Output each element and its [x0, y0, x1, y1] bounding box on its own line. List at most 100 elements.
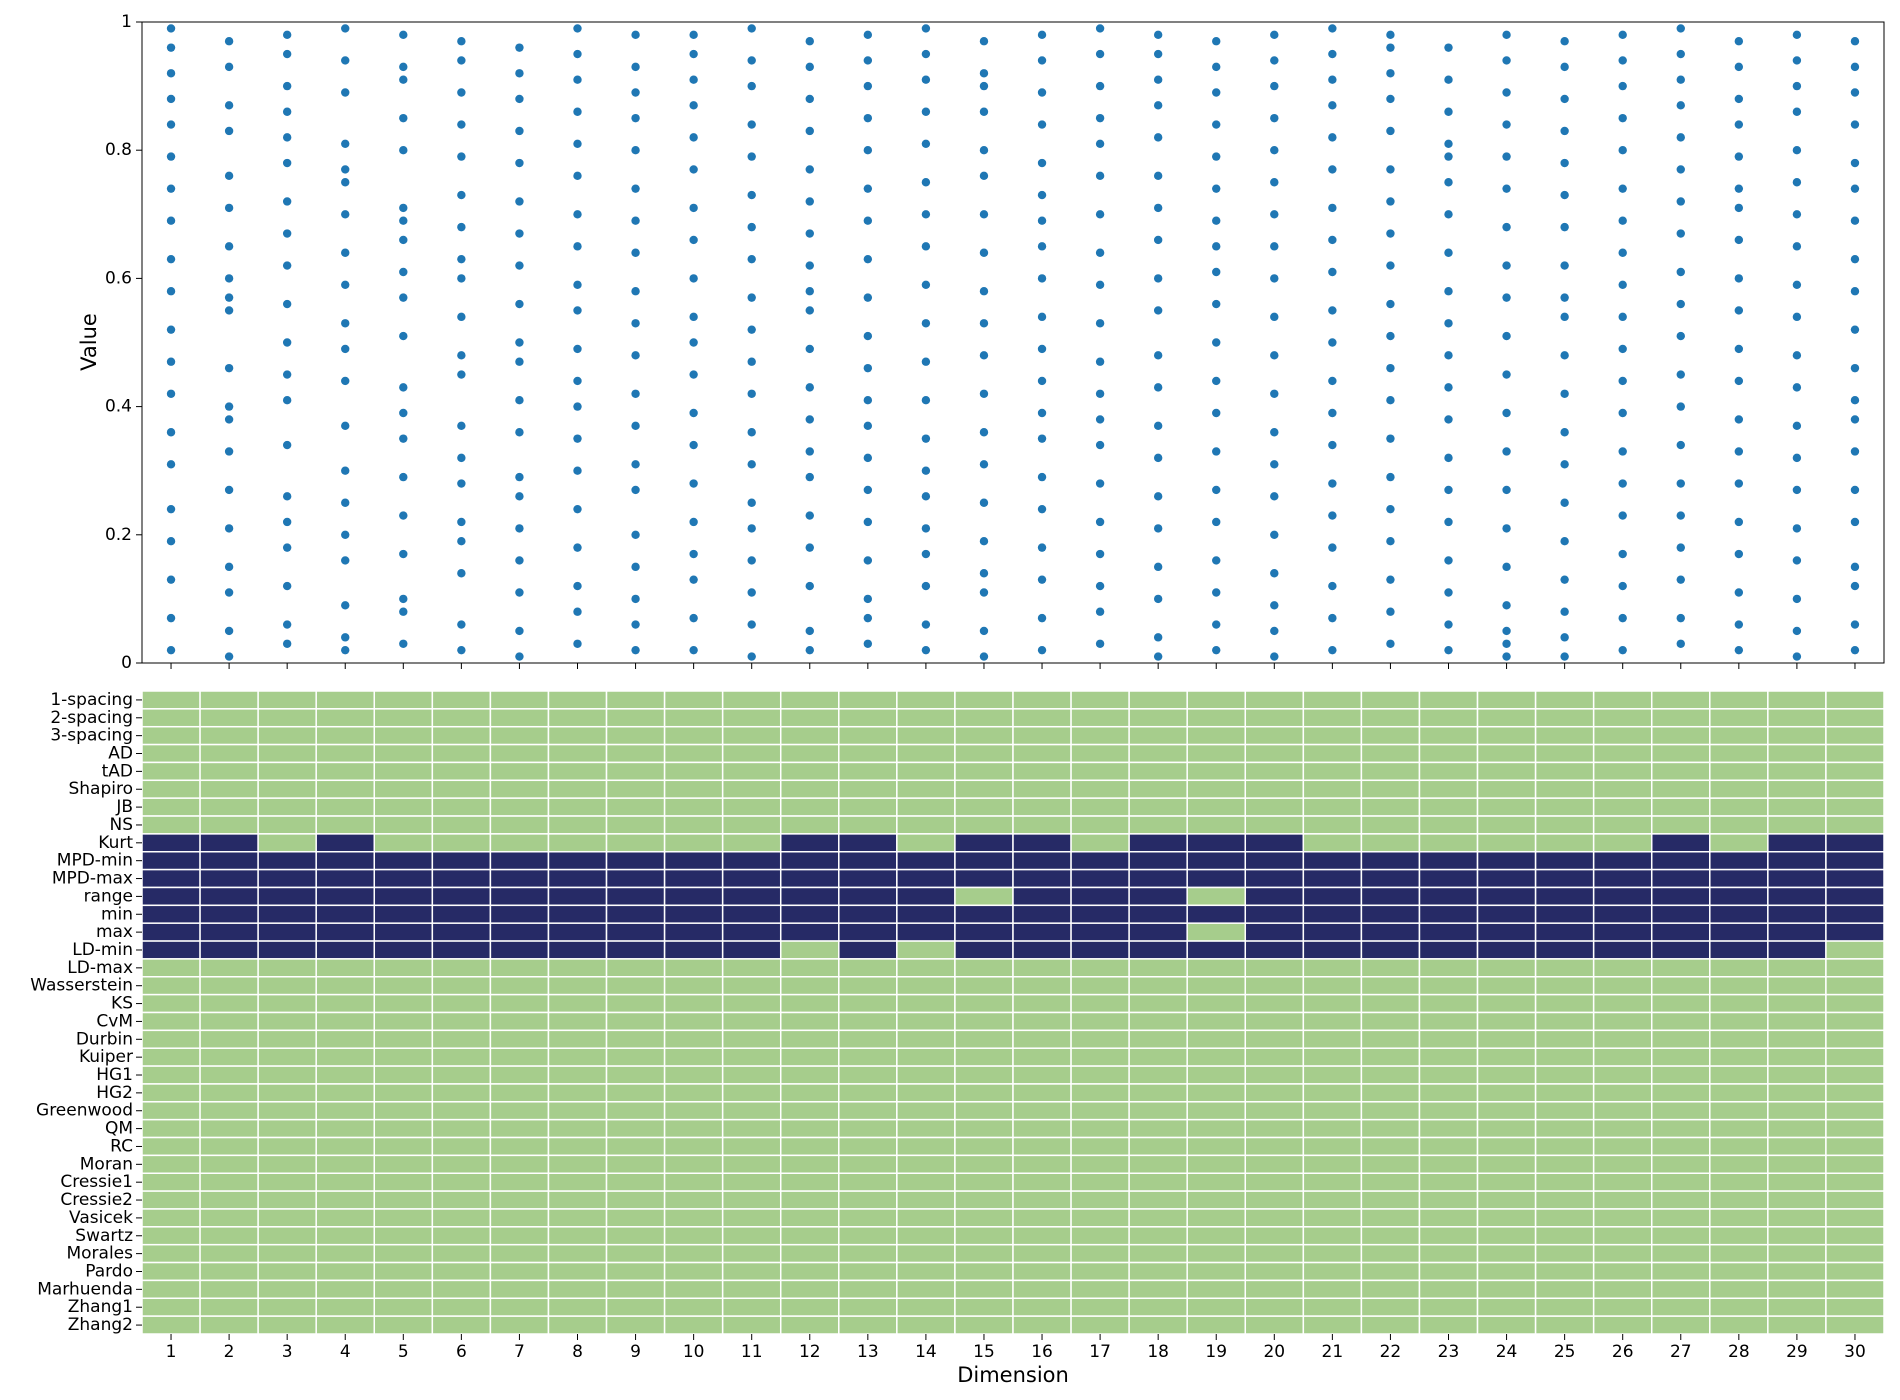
- cell: [896, 940, 956, 960]
- point: [457, 254, 466, 264]
- cell: [141, 851, 201, 871]
- point: [1850, 216, 1860, 225]
- cell: [1767, 779, 1827, 799]
- cell: [199, 1190, 259, 1210]
- point: [457, 190, 466, 200]
- cell: [1418, 690, 1479, 710]
- cell: [1592, 833, 1653, 853]
- cell: [1360, 940, 1421, 960]
- cell: [489, 886, 550, 907]
- cell: [1302, 1261, 1363, 1282]
- cell: [315, 708, 376, 728]
- point: [631, 645, 640, 655]
- cell: [663, 993, 724, 1014]
- point: [399, 203, 408, 213]
- point: [1502, 152, 1511, 161]
- cell: [1244, 725, 1305, 746]
- point: [979, 248, 989, 257]
- cell: [489, 851, 550, 871]
- cell: [1767, 1029, 1827, 1049]
- cell: [1012, 922, 1072, 942]
- point: [1734, 620, 1744, 629]
- cell: [1360, 1190, 1421, 1210]
- point: [631, 62, 640, 72]
- point: [1037, 190, 1047, 200]
- point: [1792, 30, 1802, 40]
- point: [863, 613, 873, 623]
- cell: [1592, 868, 1653, 889]
- point: [1560, 62, 1569, 72]
- cell: [1709, 976, 1769, 996]
- cell: [315, 1029, 376, 1049]
- cell: [315, 922, 376, 942]
- point: [1037, 645, 1047, 655]
- point: [1444, 517, 1453, 527]
- cell: [1476, 868, 1537, 889]
- cell: [779, 708, 840, 728]
- cell: [605, 1315, 666, 1335]
- point: [1850, 158, 1860, 168]
- cell: [1128, 1190, 1188, 1210]
- cell: [1070, 743, 1130, 764]
- cell: [547, 1047, 608, 1067]
- cell: [779, 833, 840, 853]
- point: [747, 190, 756, 200]
- cell: [1825, 1083, 1885, 1103]
- cell: [141, 779, 201, 799]
- cell: [1650, 1136, 1711, 1157]
- cell: [663, 1154, 724, 1175]
- cell: [896, 904, 956, 924]
- cell: [838, 1297, 898, 1317]
- cell: [489, 1172, 550, 1192]
- point: [689, 203, 698, 213]
- point: [399, 607, 408, 616]
- cell: [605, 1243, 666, 1264]
- cell: [663, 833, 724, 853]
- cell: [489, 815, 550, 835]
- cell: [1244, 1315, 1305, 1335]
- cell: [663, 708, 724, 728]
- cell: [663, 976, 724, 996]
- cell: [1767, 1011, 1827, 1032]
- point: [457, 88, 466, 97]
- cell: [199, 1208, 259, 1228]
- cell: [605, 779, 666, 799]
- cell: [489, 1011, 550, 1032]
- cell: [663, 1011, 724, 1032]
- cell: [896, 1154, 956, 1175]
- point: [573, 376, 582, 386]
- cell: [199, 1047, 259, 1067]
- cell: [1767, 690, 1827, 710]
- point: [573, 344, 582, 354]
- cell: [1302, 1279, 1363, 1300]
- point: [979, 146, 989, 155]
- cell: [199, 958, 259, 978]
- point: [1037, 376, 1047, 386]
- x-tick-label: 9: [630, 1342, 641, 1362]
- cell: [1534, 922, 1595, 942]
- y-tick-label: 0: [121, 653, 132, 673]
- x-tick-label: 26: [1612, 1342, 1634, 1362]
- cell: [1360, 833, 1421, 853]
- point: [1037, 344, 1047, 354]
- point: [1502, 261, 1511, 270]
- cell: [1476, 779, 1537, 799]
- cell: [141, 743, 201, 764]
- cell: [315, 904, 376, 924]
- point: [573, 581, 582, 591]
- cell: [779, 743, 840, 764]
- point: [1037, 120, 1047, 129]
- point: [457, 56, 466, 65]
- cell: [779, 851, 840, 871]
- point: [1560, 498, 1569, 507]
- cell: [1128, 690, 1188, 710]
- cell: [1186, 1136, 1247, 1157]
- cell: [1767, 1261, 1827, 1282]
- point: [1386, 639, 1395, 648]
- cell: [1418, 993, 1479, 1014]
- point: [805, 543, 814, 552]
- point: [1560, 312, 1569, 322]
- point: [1153, 351, 1163, 360]
- cell: [896, 1190, 956, 1210]
- cell: [1012, 743, 1072, 764]
